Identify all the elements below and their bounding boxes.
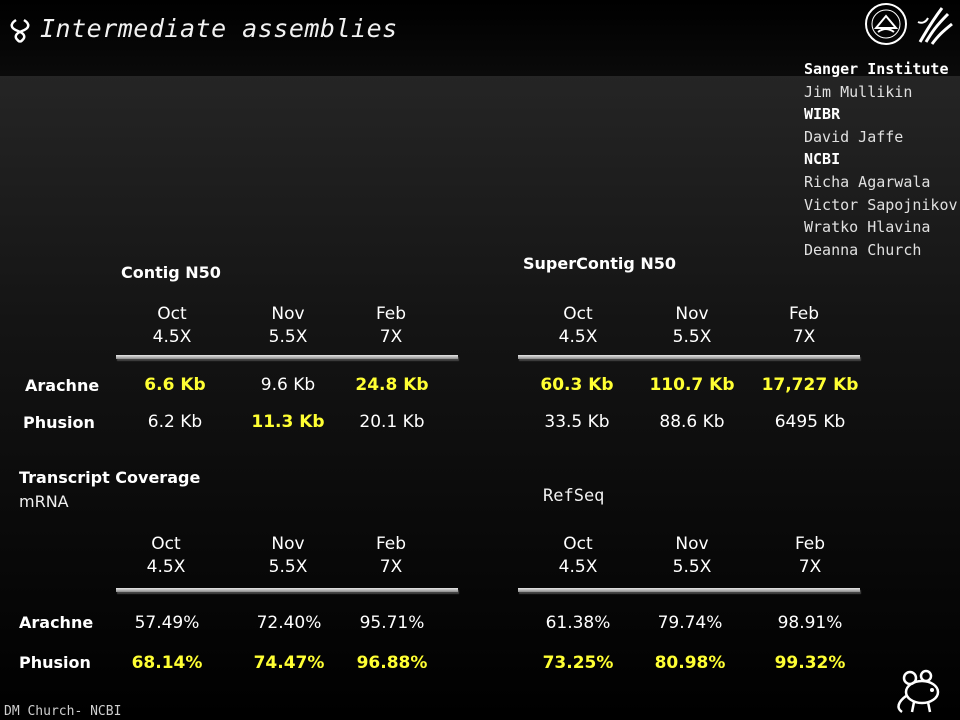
- refseq-column-header: Feb 7X: [760, 533, 860, 579]
- refseq-phusion-value: 73.25%: [542, 653, 614, 673]
- supercontig-column-header: Feb 7X: [754, 303, 854, 349]
- transcript-coverage-title: Transcript Coverage: [19, 468, 201, 487]
- contig-phusion-value: 20.1 Kb: [359, 412, 425, 432]
- column-coverage: 7X: [379, 327, 403, 347]
- mouse-icon: [897, 669, 940, 714]
- column-coverage: 5.5X: [268, 327, 308, 347]
- column-month: Nov: [675, 304, 709, 324]
- transcript-column-header: Feb 7X: [341, 533, 441, 579]
- transcript-arachne-value: 72.40%: [256, 613, 322, 633]
- transcript-header-divider: [116, 588, 458, 592]
- nih-seal-icon: [865, 3, 907, 45]
- contig-column-header: Nov 5.5X: [238, 303, 338, 349]
- column-month: Feb: [375, 534, 407, 554]
- column-coverage: 4.5X: [558, 557, 598, 577]
- contig-arachne-value: 24.8 Kb: [355, 375, 429, 395]
- transcript-phusion-value: 74.47%: [253, 653, 325, 673]
- column-month: Oct: [157, 304, 187, 324]
- column-month: Oct: [151, 534, 181, 554]
- supercontig-arachne-value: 60.3 Kb: [540, 375, 614, 395]
- contig-n50-title: Contig N50: [121, 263, 221, 282]
- column-coverage: 4.5X: [146, 557, 186, 577]
- column-month: Oct: [563, 534, 593, 554]
- transcript-column-header: Nov 5.5X: [238, 533, 338, 579]
- column-month: Nov: [271, 534, 305, 554]
- refseq-arachne-value: 61.38%: [545, 613, 611, 633]
- column-coverage: 4.5X: [558, 327, 598, 347]
- credit-organization: WIBR: [804, 105, 841, 124]
- supercontig-n50-title: SuperContig N50: [523, 254, 677, 273]
- supercontig-arachne-value: 110.7 Kb: [649, 375, 735, 395]
- contig-column-header: Oct 4.5X: [122, 303, 222, 349]
- refseq-arachne-value: 79.74%: [657, 613, 723, 633]
- credit-person: David Jaffe: [804, 127, 904, 146]
- credit-person: Victor Sapojnikov: [804, 195, 958, 214]
- row-label-phusion: Phusion: [23, 413, 95, 432]
- contig-column-header: Feb 7X: [341, 303, 441, 349]
- column-month: Feb: [794, 534, 826, 554]
- column-coverage: 5.5X: [672, 557, 712, 577]
- supercontig-column-header: Nov 5.5X: [642, 303, 742, 349]
- credit-person: Richa Agarwala: [804, 172, 931, 191]
- column-month: Oct: [563, 304, 593, 324]
- credit-organization: Sanger Institute: [804, 60, 949, 78]
- title-bar: [0, 0, 960, 76]
- supercontig-phusion-value: 6495 Kb: [774, 412, 846, 432]
- row-label-arachne: Arachne: [25, 376, 100, 395]
- supercontig-arachne-value: 17,727 Kb: [761, 375, 859, 395]
- column-coverage: 7X: [792, 327, 816, 347]
- column-coverage: 5.5X: [672, 327, 712, 347]
- credits-list: Sanger Institute Jim Mullikin WIBR David Ja…: [804, 58, 958, 261]
- row-label-arachne: Arachne: [19, 613, 94, 632]
- column-month: Feb: [788, 304, 820, 324]
- transcript-arachne-value: 57.49%: [134, 613, 200, 633]
- contig-header-divider: [116, 355, 458, 359]
- supercontig-phusion-value: 88.6 Kb: [659, 412, 725, 432]
- row-label-phusion: Phusion: [19, 653, 91, 672]
- supercontig-phusion-value: 33.5 Kb: [544, 412, 610, 432]
- hhs-eagle-icon: [917, 7, 953, 45]
- footer-credit: DM Church- NCBI: [4, 704, 122, 719]
- contig-phusion-value: 11.3 Kb: [251, 412, 325, 432]
- contig-phusion-value: 6.2 Kb: [147, 412, 203, 432]
- transcript-column-header: Oct 4.5X: [116, 533, 216, 579]
- supercontig-header-divider: [518, 355, 860, 359]
- supercontig-column-header: Oct 4.5X: [528, 303, 628, 349]
- transcript-arachne-value: 95.71%: [359, 613, 425, 633]
- column-month: Nov: [271, 304, 305, 324]
- column-coverage: 7X: [798, 557, 822, 577]
- contig-arachne-value: 6.6 Kb: [144, 375, 206, 395]
- refseq-header-divider: [518, 588, 860, 592]
- credit-person: Wratko Hlavina: [804, 218, 931, 237]
- column-coverage: 5.5X: [268, 557, 308, 577]
- column-coverage: 7X: [379, 557, 403, 577]
- refseq-column-header: Oct 4.5X: [528, 533, 628, 579]
- refseq-title: RefSeq: [543, 486, 605, 506]
- refseq-phusion-value: 80.98%: [654, 653, 726, 673]
- credit-person: Deanna Church: [804, 240, 922, 259]
- column-coverage: 4.5X: [152, 327, 192, 347]
- transcript-phusion-value: 68.14%: [131, 653, 203, 673]
- slide-title: Intermediate assemblies: [40, 14, 398, 43]
- transcript-coverage-subtitle: mRNA: [19, 492, 69, 511]
- refseq-arachne-value: 98.91%: [777, 613, 843, 633]
- dna-logo-icon: [10, 18, 30, 44]
- credit-organization: NCBI: [804, 150, 841, 169]
- credit-person: Jim Mullikin: [804, 82, 913, 101]
- refseq-column-header: Nov 5.5X: [642, 533, 742, 579]
- transcript-phusion-value: 96.88%: [356, 653, 428, 673]
- contig-arachne-value: 9.6 Kb: [260, 375, 316, 395]
- refseq-phusion-value: 99.32%: [774, 653, 846, 673]
- column-month: Nov: [675, 534, 709, 554]
- column-month: Feb: [375, 304, 407, 324]
